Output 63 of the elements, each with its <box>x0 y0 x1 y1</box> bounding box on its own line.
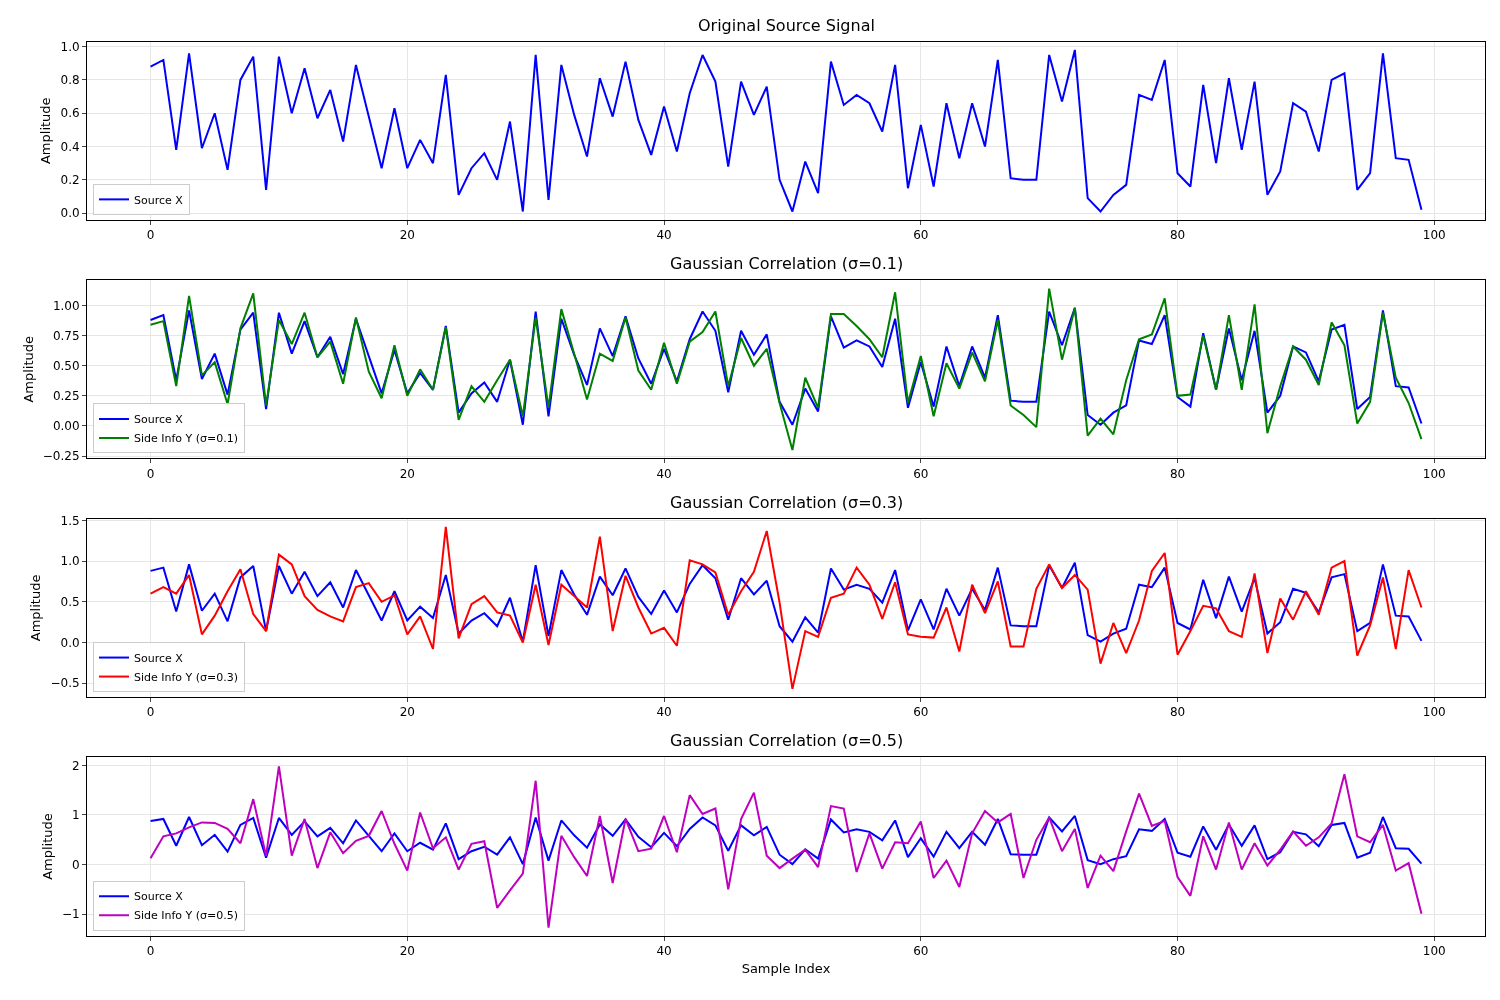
y-tick-label: 0.25 <box>52 389 80 404</box>
x-tick-label: 40 <box>656 705 672 720</box>
legend-label: Side Info Y (σ=0.3) <box>134 670 239 684</box>
y-tick-label: 0.2 <box>60 173 80 188</box>
x-tick-label: 20 <box>399 705 415 720</box>
x-tick-label: 60 <box>913 228 929 243</box>
legend-label: Source X <box>134 890 184 904</box>
y-tick-label: −0.25 <box>42 449 80 464</box>
y-tick-label: 0.6 <box>60 106 80 121</box>
x-tick-label: 40 <box>656 228 672 243</box>
y-tick-label: 1.0 <box>60 39 80 54</box>
x-axis-title: Sample Index <box>741 960 831 976</box>
chart-title: Original Source Signal <box>698 16 875 35</box>
y-axis-title: Amplitude <box>20 336 36 403</box>
chart-title: Gaussian Correlation (σ=0.5) <box>670 731 904 750</box>
legend-label: Side Info Y (σ=0.1) <box>134 432 239 446</box>
y-tick-label: 0.00 <box>52 419 80 434</box>
x-tick-label: 40 <box>656 944 672 958</box>
y-tick-label: 0 <box>71 857 80 872</box>
x-tick-label: 20 <box>399 228 415 243</box>
x-tick-label: 0 <box>146 705 155 720</box>
x-tick-label: 80 <box>1169 705 1186 720</box>
x-tick-label: 60 <box>913 705 929 720</box>
x-tick-label: 60 <box>913 944 929 958</box>
x-tick-label: 80 <box>1169 466 1186 481</box>
x-tick-label: 40 <box>656 466 672 481</box>
y-tick-label: 2 <box>71 758 80 773</box>
y-tick-label: 1.0 <box>60 554 80 569</box>
x-tick-label: 0 <box>146 944 155 958</box>
y-tick-label: −0.5 <box>50 676 80 691</box>
y-tick-label: 0.0 <box>60 635 80 650</box>
x-tick-label: 60 <box>913 466 929 481</box>
y-tick-label: 0.8 <box>60 73 80 88</box>
x-tick-label: 80 <box>1169 228 1186 243</box>
y-axis-title: Amplitude <box>38 97 54 165</box>
y-tick-label: 0.50 <box>52 358 80 373</box>
y-tick-label: 0.4 <box>60 139 80 154</box>
y-tick-label: 1 <box>71 808 80 823</box>
legend-label: Source X <box>134 193 184 207</box>
legend-label: Source X <box>134 413 184 427</box>
x-tick-label: 100 <box>1422 466 1446 481</box>
y-tick-label: 0.75 <box>52 328 80 343</box>
x-tick-label: 20 <box>399 944 415 958</box>
y-axis-title: Amplitude <box>39 813 55 880</box>
chart-title: Gaussian Correlation (σ=0.1) <box>670 254 904 273</box>
y-tick-label: 1.5 <box>60 513 80 528</box>
x-tick-label: 0 <box>146 466 155 481</box>
y-tick-label: −1 <box>61 907 80 922</box>
y-axis-title: Amplitude <box>28 574 44 642</box>
legend-label: Side Info Y (σ=0.5) <box>134 909 239 923</box>
x-tick-label: 100 <box>1422 228 1446 243</box>
y-tick-label: 1.00 <box>52 298 80 313</box>
chart-title: Gaussian Correlation (σ=0.3) <box>670 493 904 512</box>
x-tick-label: 0 <box>146 228 155 243</box>
legend-label: Source X <box>134 651 184 665</box>
x-tick-label: 20 <box>399 466 415 481</box>
x-tick-label: 100 <box>1422 705 1446 720</box>
y-tick-label: 0.0 <box>60 206 80 221</box>
x-tick-label: 80 <box>1169 944 1186 958</box>
y-tick-label: 0.5 <box>60 595 80 610</box>
line-series <box>149 561 1423 643</box>
line-series <box>149 814 1423 866</box>
x-tick-label: 100 <box>1422 944 1446 958</box>
